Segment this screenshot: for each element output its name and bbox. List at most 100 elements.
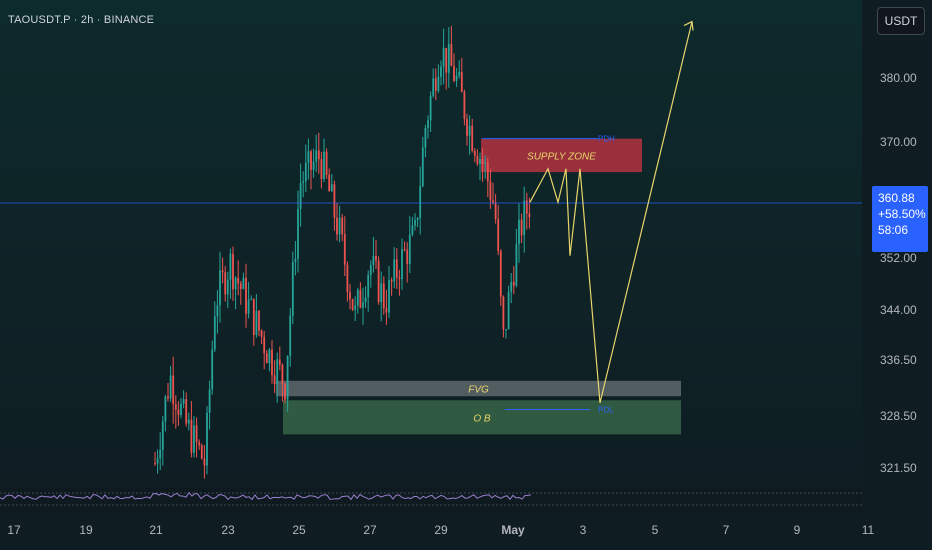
candle-body [351,299,354,310]
candle-body [185,399,188,424]
candle-body [421,147,424,187]
candle-body [221,270,224,273]
candle-body [198,442,201,446]
candle-body [328,174,331,192]
candle-body [278,359,281,365]
candle-body [429,95,432,121]
candle-body [499,251,502,297]
candle-body [398,277,401,280]
candle-body [445,47,448,73]
candle-body [510,281,513,293]
zone-supply-zone [481,138,642,173]
candle-body [299,183,302,209]
currency-button[interactable]: USDT [877,7,925,35]
candle-body [395,259,398,278]
zone-fvg [276,380,681,397]
candle-body [182,399,185,404]
candle-body [406,249,409,264]
candle-body [432,78,435,96]
bar-countdown: 58:06 [878,223,909,237]
candle-body [174,404,177,410]
candle-body [408,234,411,264]
price-change: +58.50% [878,207,926,221]
candle-body [265,353,268,364]
candle-body [458,72,461,76]
candle-body [343,234,346,265]
candle-body [492,200,494,203]
candle-body [486,162,489,182]
candle-body [172,375,175,405]
candle-body [167,396,169,399]
candle-body [169,375,172,399]
candle-body [401,249,403,280]
candle-body [273,375,276,385]
candle-body [302,181,305,184]
candle-body [528,213,531,217]
candle-body [466,118,468,136]
candle-body [294,258,297,263]
candle-body [325,151,328,175]
pdl-label: PDL [598,405,614,414]
price-axis[interactable] [862,0,932,512]
candle-body [362,302,364,308]
zone-label: O B [473,413,491,424]
candle-body [349,291,351,300]
candle-body [219,270,221,306]
candle-body [507,292,510,330]
candle-body [505,329,507,331]
candles-layer [154,25,531,479]
candle-body [250,298,253,300]
candle-body [203,458,206,466]
zone-ob [283,400,681,435]
rsi-line [0,491,532,501]
candle-body [356,289,359,306]
candle-body [385,308,388,313]
candle-body [440,66,442,77]
candle-body [206,412,208,466]
candle-body [372,255,375,265]
candle-body [447,44,450,73]
candle-body [161,421,164,450]
candle-body [416,218,419,221]
candle-body [193,425,195,453]
candle-body [414,220,416,226]
candle-body [369,264,372,276]
time-axis[interactable] [0,512,932,550]
candle-body [213,316,216,350]
candle-body [156,458,159,464]
candle-body [281,364,284,384]
candle-body [473,150,476,156]
candle-body [177,409,180,415]
candle-body [523,200,526,236]
candle-body [489,181,492,201]
candle-body [333,184,336,218]
candle-body [502,296,505,330]
candle-body [291,262,294,316]
candle-body [234,277,237,290]
rsi-background [0,488,862,512]
candle-body [460,72,463,93]
candle-body [190,419,193,453]
candle-body [226,279,229,295]
candle-body [442,47,445,67]
current-price: 360.88 [878,191,915,205]
candle-body [512,281,515,286]
candle-body [239,283,242,289]
candle-body [434,78,437,91]
projection-path [529,21,693,404]
candle-body [307,151,310,163]
candle-body [208,389,211,413]
candle-body [364,297,367,303]
candle-body [268,349,271,364]
candle-body [187,419,190,424]
projection-arrow [683,20,694,31]
candle-body [284,383,286,400]
candle-body [382,283,385,309]
candle-body [411,225,414,235]
candle-body [224,272,227,295]
candle-body [245,277,247,314]
candle-body [242,277,245,289]
candle-body [367,275,370,298]
